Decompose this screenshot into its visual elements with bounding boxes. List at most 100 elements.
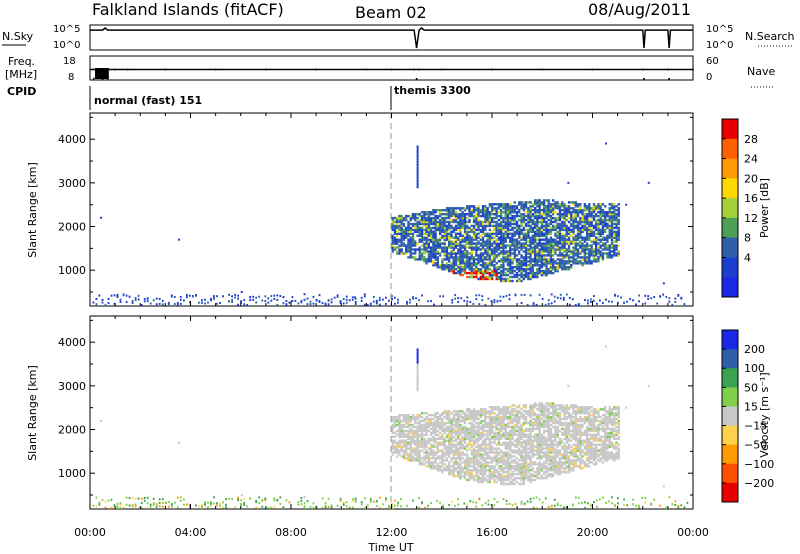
power-ground-cell — [186, 294, 188, 296]
power-echo-cell — [427, 258, 430, 261]
velocity-echo-cell — [470, 417, 473, 421]
velocity-echo-cell — [414, 433, 417, 436]
power-echo-cell — [520, 224, 523, 228]
power-echo-cell — [502, 262, 505, 265]
velocity-echo-cell — [549, 447, 553, 450]
velocity-echo-cell — [484, 459, 487, 462]
power-echo-cell — [484, 218, 487, 222]
power-echo-cell — [592, 211, 596, 214]
velocity-echo-cell — [484, 453, 487, 456]
velocity-echo-cell — [511, 410, 514, 413]
power-echo-cell — [543, 232, 546, 235]
power-echo-cell — [497, 268, 501, 271]
velocity-echo-cell — [443, 447, 446, 450]
velocity-echo-cell — [513, 469, 516, 472]
power-echo-cell — [545, 199, 548, 202]
power-echo-cell — [520, 230, 523, 233]
power-echo-cell — [491, 203, 494, 206]
velocity-echo-cell — [484, 463, 487, 466]
power-echo-cell — [583, 218, 586, 222]
power-echo-cell — [466, 271, 469, 275]
power-echo-cell — [586, 220, 589, 224]
velocity-echo-cell — [416, 433, 419, 436]
power-echo-cell — [497, 246, 501, 249]
velocity-echo-cell — [484, 439, 487, 442]
power-echo-cell — [538, 266, 541, 269]
power-echo-cell — [595, 248, 598, 251]
power-echo-cell — [579, 240, 582, 243]
power-echo-cell — [479, 228, 482, 232]
power-echo-cell — [418, 226, 421, 230]
velocity-echo-cell — [509, 465, 512, 468]
velocity-echo-cell — [439, 441, 442, 444]
power-echo-cell — [393, 240, 397, 243]
velocity-echo-cell — [513, 414, 516, 417]
velocity-echo-cell — [416, 429, 419, 433]
power-echo-cell — [463, 218, 467, 222]
velocity-echo-cell — [534, 419, 537, 423]
power-echo-cell — [461, 258, 464, 261]
power-echo-cell — [500, 260, 503, 263]
power-echo-cell — [475, 236, 478, 239]
power-ground-cell — [454, 294, 457, 297]
power-echo-cell — [454, 260, 458, 263]
velocity-echo-cell — [411, 451, 415, 454]
power-echo-cell — [545, 248, 548, 251]
power-echo-cell — [592, 207, 596, 210]
power-ground-cell — [514, 293, 517, 296]
power-echo-cell — [452, 256, 455, 259]
power-echo-cell — [509, 228, 512, 232]
power-echo-cell — [432, 234, 435, 237]
velocity-echo-cell — [547, 474, 550, 478]
power-echo-cell — [495, 224, 498, 228]
power-ground-cell — [173, 296, 176, 298]
power-echo-cell — [572, 207, 575, 210]
power-ground-cell — [635, 303, 637, 306]
velocity-echo-cell — [500, 472, 503, 476]
power-echo-cell — [420, 232, 424, 235]
power-echo-cell — [459, 240, 462, 243]
colorbar-swatch — [722, 277, 738, 298]
velocity-echo-cell — [488, 461, 491, 464]
velocity-echo-cell — [475, 453, 478, 456]
power-echo-cell — [445, 252, 449, 255]
velocity-echo-cell — [488, 478, 491, 482]
power-echo-cell — [534, 258, 537, 261]
velocity-echo-cell — [554, 427, 557, 431]
velocity-echo-cell — [543, 463, 546, 466]
velocity-echo-cell — [477, 480, 480, 484]
velocity-echo-cell — [543, 423, 546, 427]
power-ground-cell — [134, 297, 137, 299]
power-echo-cell — [405, 248, 408, 251]
power-echo-cell — [574, 254, 577, 257]
velocity-echo-cell — [472, 476, 476, 480]
power-ground-cell — [336, 294, 339, 297]
power-echo-cell — [486, 220, 489, 224]
velocity-echo-cell — [448, 451, 451, 454]
velocity-echo-cell — [463, 435, 467, 438]
power-echo-cell — [398, 238, 401, 241]
power-echo-cell — [457, 236, 460, 239]
colorbar-swatch — [722, 178, 738, 199]
power-echo-cell — [588, 211, 591, 214]
power-echo-cell — [608, 244, 611, 247]
power-echo-cell — [470, 236, 473, 239]
power-echo-cell — [461, 222, 464, 226]
power-ground-cell — [261, 299, 264, 302]
velocity-echo-cell — [545, 474, 548, 478]
velocity-echo-cell — [416, 453, 419, 456]
power-echo-cell — [534, 207, 537, 210]
velocity-echo-cell — [520, 449, 523, 452]
power-echo-cell — [463, 266, 467, 269]
velocity-echo-cell — [531, 423, 534, 427]
power-echo-cell — [610, 244, 614, 247]
power-ground-cell — [306, 297, 309, 300]
velocity-echo-cell — [506, 457, 510, 460]
power-echo-cell — [567, 201, 571, 204]
power-ground-cell — [216, 295, 218, 298]
velocity-echo-cell — [513, 404, 516, 407]
velocity-echo-cell — [479, 465, 482, 468]
power-echo-cell — [466, 224, 469, 228]
velocity-echo-cell — [488, 476, 491, 480]
velocity-echo-cell — [527, 469, 530, 472]
